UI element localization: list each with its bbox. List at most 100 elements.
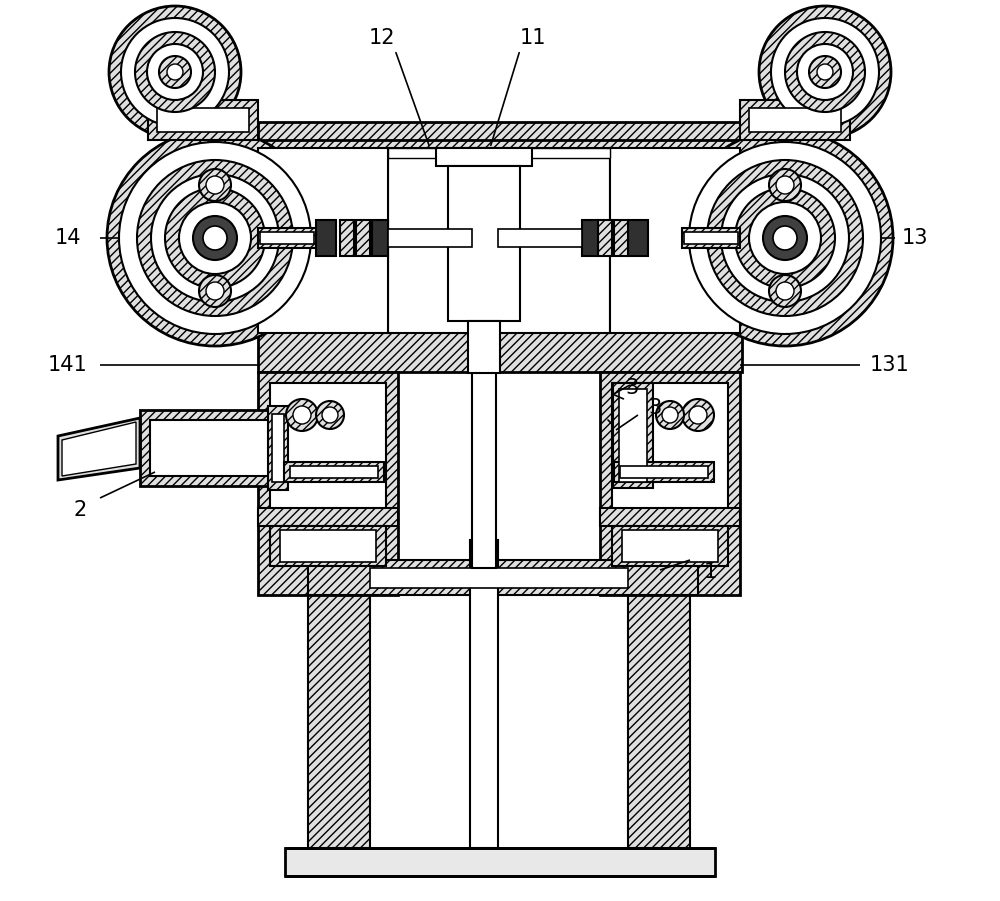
Circle shape (316, 401, 344, 429)
Circle shape (682, 399, 714, 431)
Bar (258, 228, 316, 248)
Bar (628, 220, 648, 256)
Bar (682, 228, 740, 248)
Circle shape (107, 130, 323, 346)
Bar (258, 372, 398, 595)
Text: 13: 13 (902, 228, 928, 248)
Circle shape (199, 169, 231, 201)
Bar (612, 526, 728, 566)
Polygon shape (58, 418, 140, 480)
Bar (614, 462, 714, 482)
Text: 1: 1 (703, 562, 717, 582)
Circle shape (735, 188, 835, 288)
Text: 3: 3 (648, 398, 661, 418)
Circle shape (179, 202, 251, 274)
Bar (258, 508, 398, 526)
Bar (470, 540, 498, 848)
Bar (600, 372, 740, 595)
Text: 11: 11 (520, 28, 546, 48)
Circle shape (159, 56, 191, 88)
Bar (468, 321, 500, 373)
Circle shape (677, 130, 893, 346)
Circle shape (167, 64, 183, 80)
Bar (290, 466, 378, 478)
Bar (258, 148, 388, 333)
Circle shape (151, 174, 279, 302)
Bar (340, 220, 354, 256)
Circle shape (769, 169, 801, 201)
Bar (308, 595, 370, 848)
Circle shape (293, 406, 311, 424)
Bar (270, 526, 386, 566)
Bar (612, 383, 728, 513)
Bar (148, 100, 258, 140)
Circle shape (707, 160, 863, 316)
Circle shape (769, 275, 801, 307)
Circle shape (809, 56, 841, 88)
Circle shape (773, 226, 797, 250)
Circle shape (656, 401, 684, 429)
Bar (150, 420, 270, 476)
Text: 14: 14 (55, 228, 81, 248)
Circle shape (749, 202, 821, 274)
Bar (613, 383, 653, 488)
Circle shape (137, 160, 293, 316)
Bar (622, 530, 718, 562)
Bar (619, 389, 647, 482)
Circle shape (776, 282, 794, 300)
Bar (308, 560, 698, 595)
Bar (472, 148, 496, 568)
Circle shape (776, 176, 794, 194)
Bar (258, 122, 742, 140)
Bar (356, 220, 370, 256)
Circle shape (206, 282, 224, 300)
Bar (388, 148, 610, 333)
Text: 2: 2 (73, 500, 87, 520)
Bar (140, 410, 280, 486)
Circle shape (135, 32, 215, 112)
Bar (270, 383, 386, 513)
Circle shape (147, 44, 203, 100)
Circle shape (763, 216, 807, 260)
Bar (260, 232, 314, 244)
Circle shape (206, 176, 224, 194)
Bar (284, 462, 384, 482)
Circle shape (771, 18, 879, 126)
Polygon shape (62, 422, 136, 476)
Bar (268, 406, 288, 490)
Bar (272, 414, 284, 482)
Circle shape (689, 406, 707, 424)
Bar (498, 229, 582, 247)
Bar (614, 220, 628, 256)
Circle shape (109, 6, 241, 138)
Circle shape (203, 226, 227, 250)
Bar (316, 220, 336, 256)
Bar (749, 108, 841, 132)
Circle shape (721, 174, 849, 302)
Circle shape (785, 32, 865, 112)
Bar (448, 166, 520, 321)
Circle shape (322, 407, 338, 423)
Text: 12: 12 (369, 28, 395, 48)
Bar (436, 148, 532, 166)
Circle shape (193, 216, 237, 260)
Circle shape (759, 6, 891, 138)
Bar (285, 848, 715, 876)
Bar (684, 232, 738, 244)
Circle shape (817, 64, 833, 80)
Bar (740, 100, 850, 140)
Text: 131: 131 (870, 355, 910, 375)
Bar (610, 148, 740, 333)
Text: 3: 3 (625, 378, 638, 398)
Bar (157, 108, 249, 132)
Circle shape (689, 142, 881, 334)
Circle shape (165, 188, 265, 288)
Circle shape (797, 44, 853, 100)
Circle shape (121, 18, 229, 126)
Bar (388, 229, 472, 247)
Bar (258, 132, 742, 372)
Bar (628, 595, 690, 848)
Circle shape (662, 407, 678, 423)
Bar (582, 220, 598, 256)
Bar (388, 148, 610, 158)
